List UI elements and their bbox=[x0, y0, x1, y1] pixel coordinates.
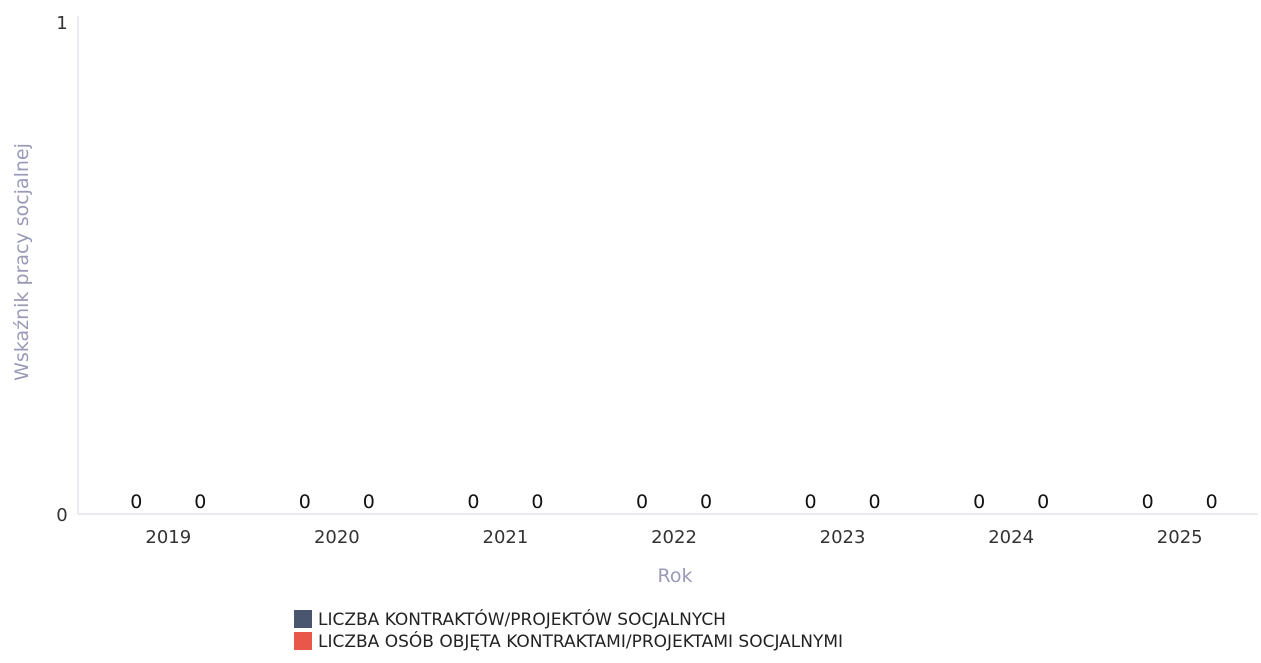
y-axis: 01 bbox=[56, 13, 79, 526]
data-label: 0 bbox=[531, 491, 543, 513]
data-label: 0 bbox=[130, 491, 142, 513]
y-tick-label: 0 bbox=[56, 505, 67, 526]
x-tick-label: 2022 bbox=[651, 527, 697, 548]
x-axis: 2019 2020 2021 2022 2023 2024 2025 bbox=[78, 513, 1258, 548]
x-tick-label: 2021 bbox=[483, 527, 529, 548]
x-axis-title: Rok bbox=[658, 565, 693, 587]
data-label: 0 bbox=[467, 491, 479, 513]
data-label: 0 bbox=[1142, 491, 1154, 513]
data-label: 0 bbox=[973, 491, 985, 513]
legend-swatch bbox=[294, 632, 312, 650]
x-tick-label: 2024 bbox=[988, 527, 1034, 548]
data-label: 0 bbox=[194, 491, 206, 513]
data-label: 0 bbox=[869, 491, 881, 513]
data-label: 0 bbox=[299, 491, 311, 513]
y-axis-title: Wskaźnik pracy socjalnej bbox=[11, 143, 33, 381]
legend-label: LICZBA OSÓB OBJĘTA KONTRAKTAMI/PROJEKTAM… bbox=[318, 630, 843, 652]
legend: LICZBA KONTRAKTÓW/PROJEKTÓW SOCJALNYCHLI… bbox=[294, 608, 843, 652]
x-tick-label: 2019 bbox=[145, 527, 191, 548]
x-tick-label: 2023 bbox=[820, 527, 866, 548]
data-label: 0 bbox=[700, 491, 712, 513]
legend-swatch bbox=[294, 610, 312, 628]
data-label: 0 bbox=[636, 491, 648, 513]
x-tick-label: 2020 bbox=[314, 527, 360, 548]
x-tick-label: 2025 bbox=[1157, 527, 1203, 548]
legend-label: LICZBA KONTRAKTÓW/PROJEKTÓW SOCJALNYCH bbox=[318, 608, 726, 630]
data-labels: 0 0 0 0 0 0 0 0 0 0 0 0 0 0 bbox=[130, 491, 1218, 513]
y-tick-label: 1 bbox=[56, 13, 67, 34]
data-label: 0 bbox=[805, 491, 817, 513]
data-label: 0 bbox=[1037, 491, 1049, 513]
data-label: 0 bbox=[363, 491, 375, 513]
data-label: 0 bbox=[1206, 491, 1218, 513]
